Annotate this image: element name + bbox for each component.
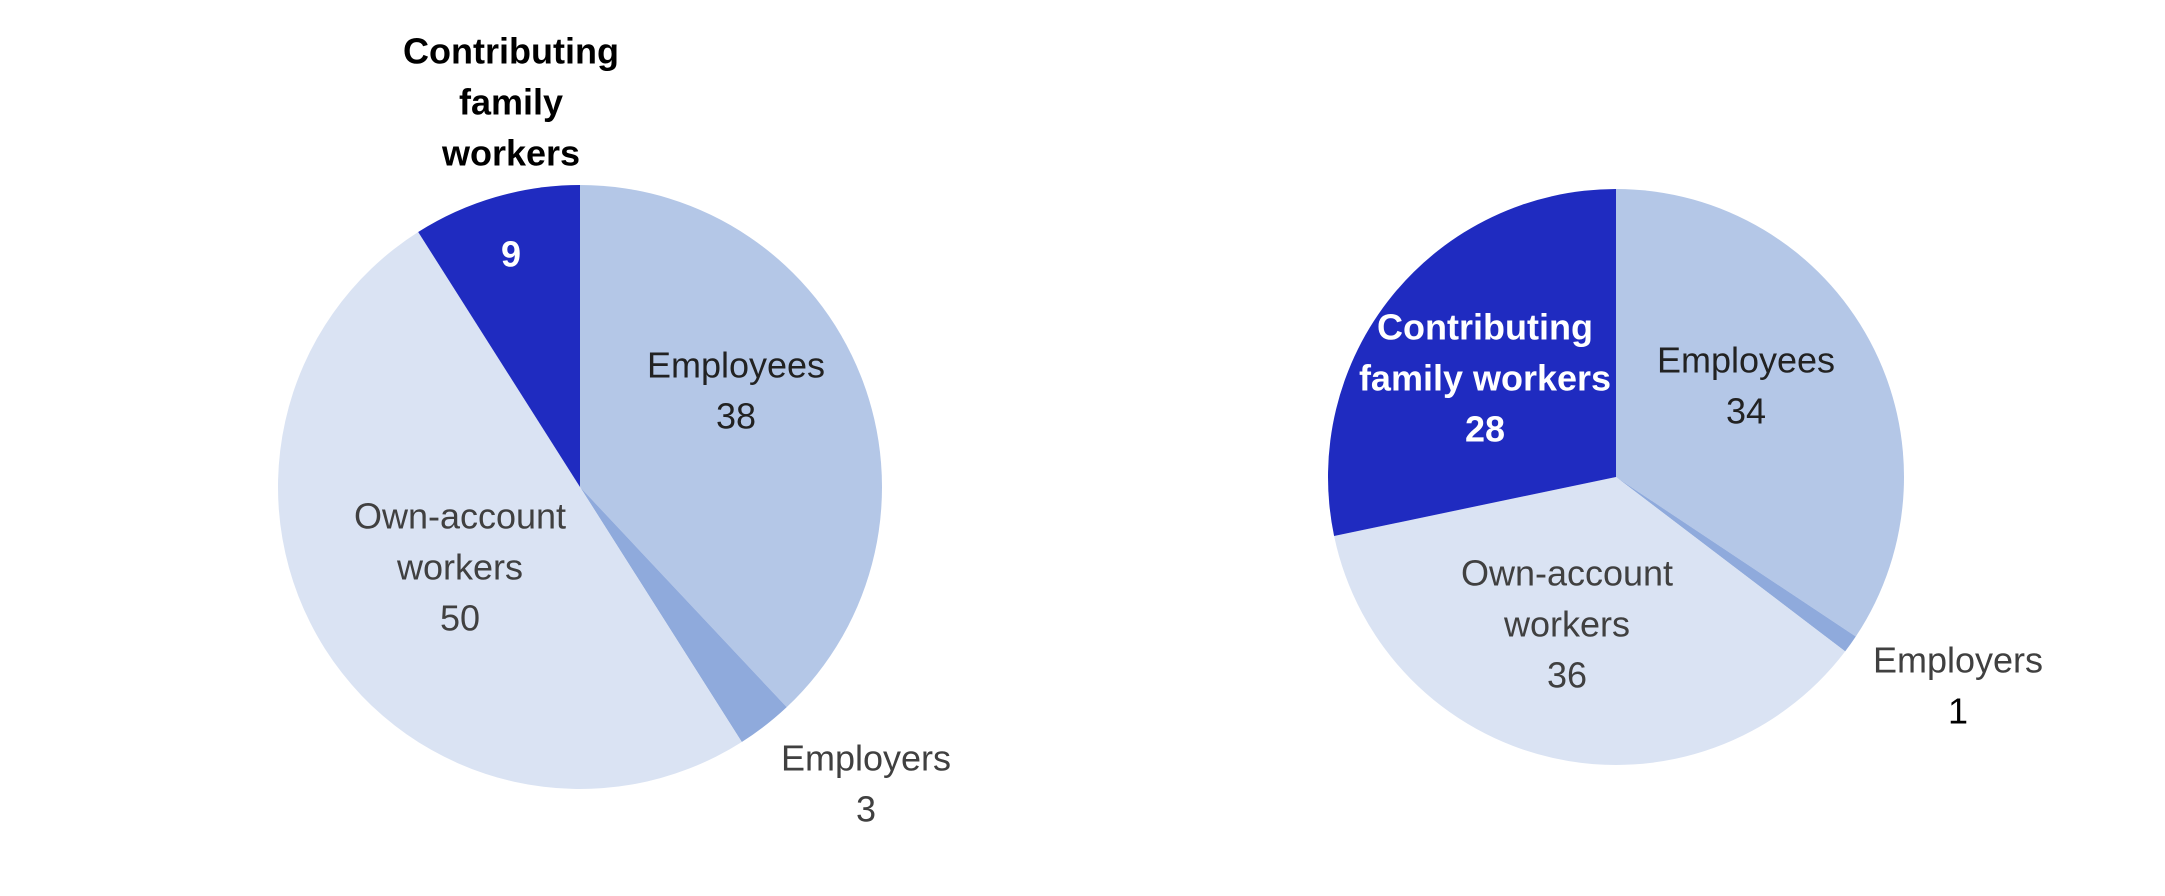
pie-slice-own-account-workers xyxy=(1334,477,1846,766)
data-label-own-account-workers: Own-account workers 36 xyxy=(1461,553,1673,696)
category-label: workers xyxy=(441,133,580,174)
value-label: 50 xyxy=(440,598,480,639)
category-label: workers xyxy=(396,547,523,588)
data-label-employees: Employees 34 xyxy=(1657,340,1835,432)
pie-slice-contributing-family-workers xyxy=(1327,189,1616,536)
category-label: Employers xyxy=(781,738,951,779)
category-label: Contributing xyxy=(1377,307,1593,348)
pie-slice-employees xyxy=(1616,189,1905,637)
data-label-contributing-family-workers: Contributing family workers 28 xyxy=(1359,307,1611,450)
value-label: 34 xyxy=(1726,391,1766,432)
pie-slice-contributing-family-workers xyxy=(418,185,580,487)
data-label-contributing-family-workers: Contributing family workers 9 xyxy=(403,31,619,275)
data-label-employees: Employees 38 xyxy=(647,345,825,437)
category-label: Own-account xyxy=(354,496,566,537)
data-label-employers: Employers 1 xyxy=(1873,640,2043,732)
data-label-employers: Employers 3 xyxy=(781,738,951,830)
pie-chart-2: Employees 34 Employers 1 Own-account workers 3… xyxy=(1327,189,2043,766)
category-label: workers xyxy=(1503,604,1630,645)
value-label: 38 xyxy=(716,396,756,437)
pie-slice-own-account-workers xyxy=(277,232,742,790)
category-label: Employees xyxy=(647,345,825,386)
pie-slice-employers xyxy=(1616,477,1856,652)
pie-slice-employers xyxy=(580,487,787,742)
value-label: 1 xyxy=(1948,691,1968,732)
category-label: Employers xyxy=(1873,640,2043,681)
value-label: 28 xyxy=(1465,409,1505,450)
value-label: 3 xyxy=(856,789,876,830)
data-label-own-account-workers: Own-account workers 50 xyxy=(354,496,566,639)
pie-chart-1: Employees 38 Employers 3 Own-account workers 5… xyxy=(277,31,951,830)
category-label: Own-account xyxy=(1461,553,1673,594)
value-label: 36 xyxy=(1547,655,1587,696)
category-label: Employees xyxy=(1657,340,1835,381)
value-label: 9 xyxy=(501,234,521,275)
category-label: family workers xyxy=(1359,358,1611,399)
pie-slice-employees xyxy=(580,185,882,708)
category-label: family xyxy=(459,82,563,123)
category-label: Contributing xyxy=(403,31,619,72)
